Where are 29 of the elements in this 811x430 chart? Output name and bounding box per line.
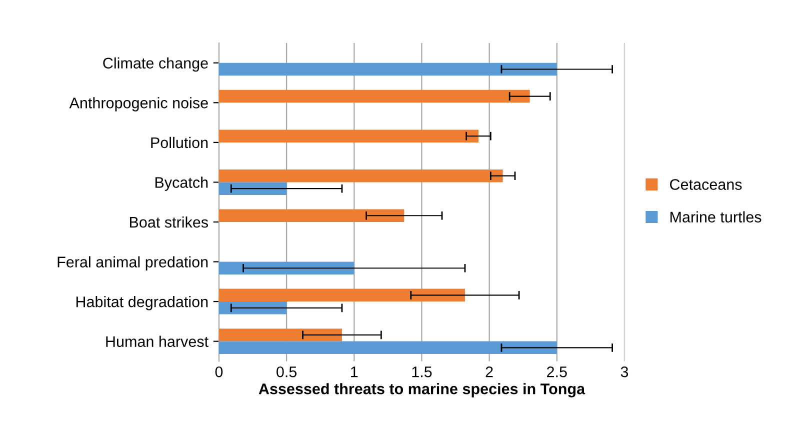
bar <box>218 328 342 342</box>
y-tick-label: Boat strikes <box>130 216 208 228</box>
x-tick-label: 3 <box>620 366 628 378</box>
x-tick-label: 0 <box>215 366 223 378</box>
legend-label: Marine turtles <box>670 211 762 222</box>
bar <box>218 262 354 274</box>
y-tick-label: Habitat degradation <box>76 296 208 310</box>
bar <box>218 130 478 142</box>
y-tick-label: Feral animal predation <box>58 256 208 270</box>
bar <box>218 341 557 354</box>
bar <box>218 169 503 182</box>
x-tick-label: 1.5 <box>412 366 432 378</box>
x-tick-label: 1 <box>351 366 358 378</box>
y-tick-label: Bycatch <box>155 176 208 191</box>
legend-label: Cetaceans <box>670 179 742 190</box>
y-tick-label: Pollution <box>151 136 208 148</box>
x-axis-title: Assessed threats to marine species in Tonga <box>258 383 586 398</box>
y-tick-label: Human harvest <box>106 336 208 347</box>
x-tick-label: 2 <box>486 366 493 378</box>
x-tick-label: 2.5 <box>547 366 567 378</box>
bar <box>218 209 404 222</box>
bar <box>218 182 287 195</box>
bar <box>218 62 557 76</box>
y-tick-label: Climate change <box>103 57 208 72</box>
x-tick-label: 0.5 <box>276 366 297 378</box>
bar <box>218 288 465 302</box>
y-tick-label: Anthropogenic noise <box>69 97 208 112</box>
bar <box>218 302 287 314</box>
bar <box>218 90 530 103</box>
